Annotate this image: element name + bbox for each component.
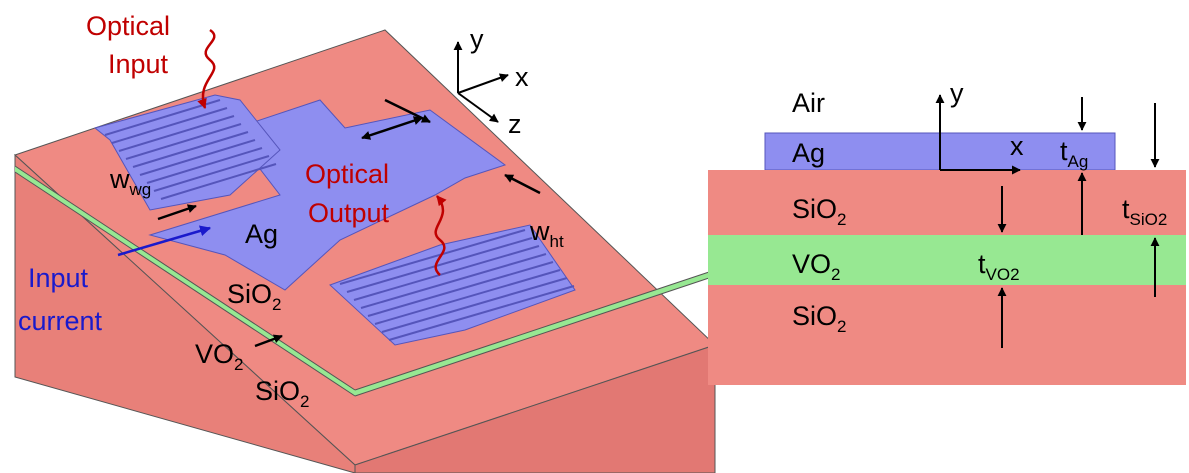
w-ht-label: wht	[529, 216, 564, 251]
t-sio2-label: tSiO2	[1122, 194, 1167, 229]
axis-y-label: y	[470, 24, 484, 54]
cs-thickness-arrows	[997, 97, 1160, 348]
optical-input-arrow	[197, 28, 216, 109]
optical-output-line1: Optical	[305, 159, 389, 189]
substrate-left-face	[14, 153, 356, 473]
t-vo2-label: tVO2	[978, 249, 1020, 284]
axis-x-label: x	[515, 62, 529, 92]
cs-sio2-bottom-label: SiO2	[792, 301, 846, 336]
cs-axis-y-label: y	[950, 78, 964, 108]
input-current-line1: Input	[28, 263, 89, 293]
axes-3d	[453, 41, 509, 123]
cs-air-label: Air	[792, 88, 825, 118]
t-ag-label: tAg	[1060, 136, 1088, 171]
sio2-top-label-3d: SiO2	[227, 279, 281, 314]
optical-output-arrow	[434, 195, 447, 276]
axis-z-label: z	[508, 109, 522, 139]
cs-ag-label: Ag	[792, 138, 825, 168]
cs-vo2-layer	[708, 235, 1186, 285]
substrate-front-face	[354, 344, 716, 473]
vo2-layer-front	[355, 270, 715, 396]
cs-axes	[935, 94, 1021, 175]
ag-label-3d: Ag	[245, 219, 278, 249]
w-wg-label: wwg	[109, 164, 151, 199]
input-current-line2: current	[18, 306, 103, 336]
output-grating-lines	[339, 229, 575, 341]
sio2-bottom-label-3d: SiO2	[255, 376, 309, 411]
cs-vo2-label: VO2	[792, 249, 840, 284]
optical-input-line1: Optical	[86, 11, 170, 41]
device-3d-view: y x z Optical Input Optical Output Input…	[14, 11, 716, 473]
cross-section-view: y x Air Ag SiO2 VO2 SiO2 tAg tVO2 tSiO2	[708, 78, 1186, 385]
vo2-label-3d: VO2	[195, 339, 243, 374]
optical-input-line2: Input	[108, 49, 169, 79]
input-current-arrow	[117, 225, 212, 257]
cs-sio2-top-layer	[708, 170, 1186, 235]
optical-output-line2: Output	[308, 198, 390, 228]
vo2-pointer-arrow	[254, 334, 283, 348]
output-grating	[329, 224, 576, 346]
cs-axis-x-label: x	[1010, 131, 1024, 161]
vo2-layer-left	[15, 166, 355, 396]
width-arrows	[157, 98, 541, 221]
cs-sio2-top-label: SiO2	[792, 194, 846, 229]
cs-sio2-bottom-layer	[708, 285, 1186, 385]
